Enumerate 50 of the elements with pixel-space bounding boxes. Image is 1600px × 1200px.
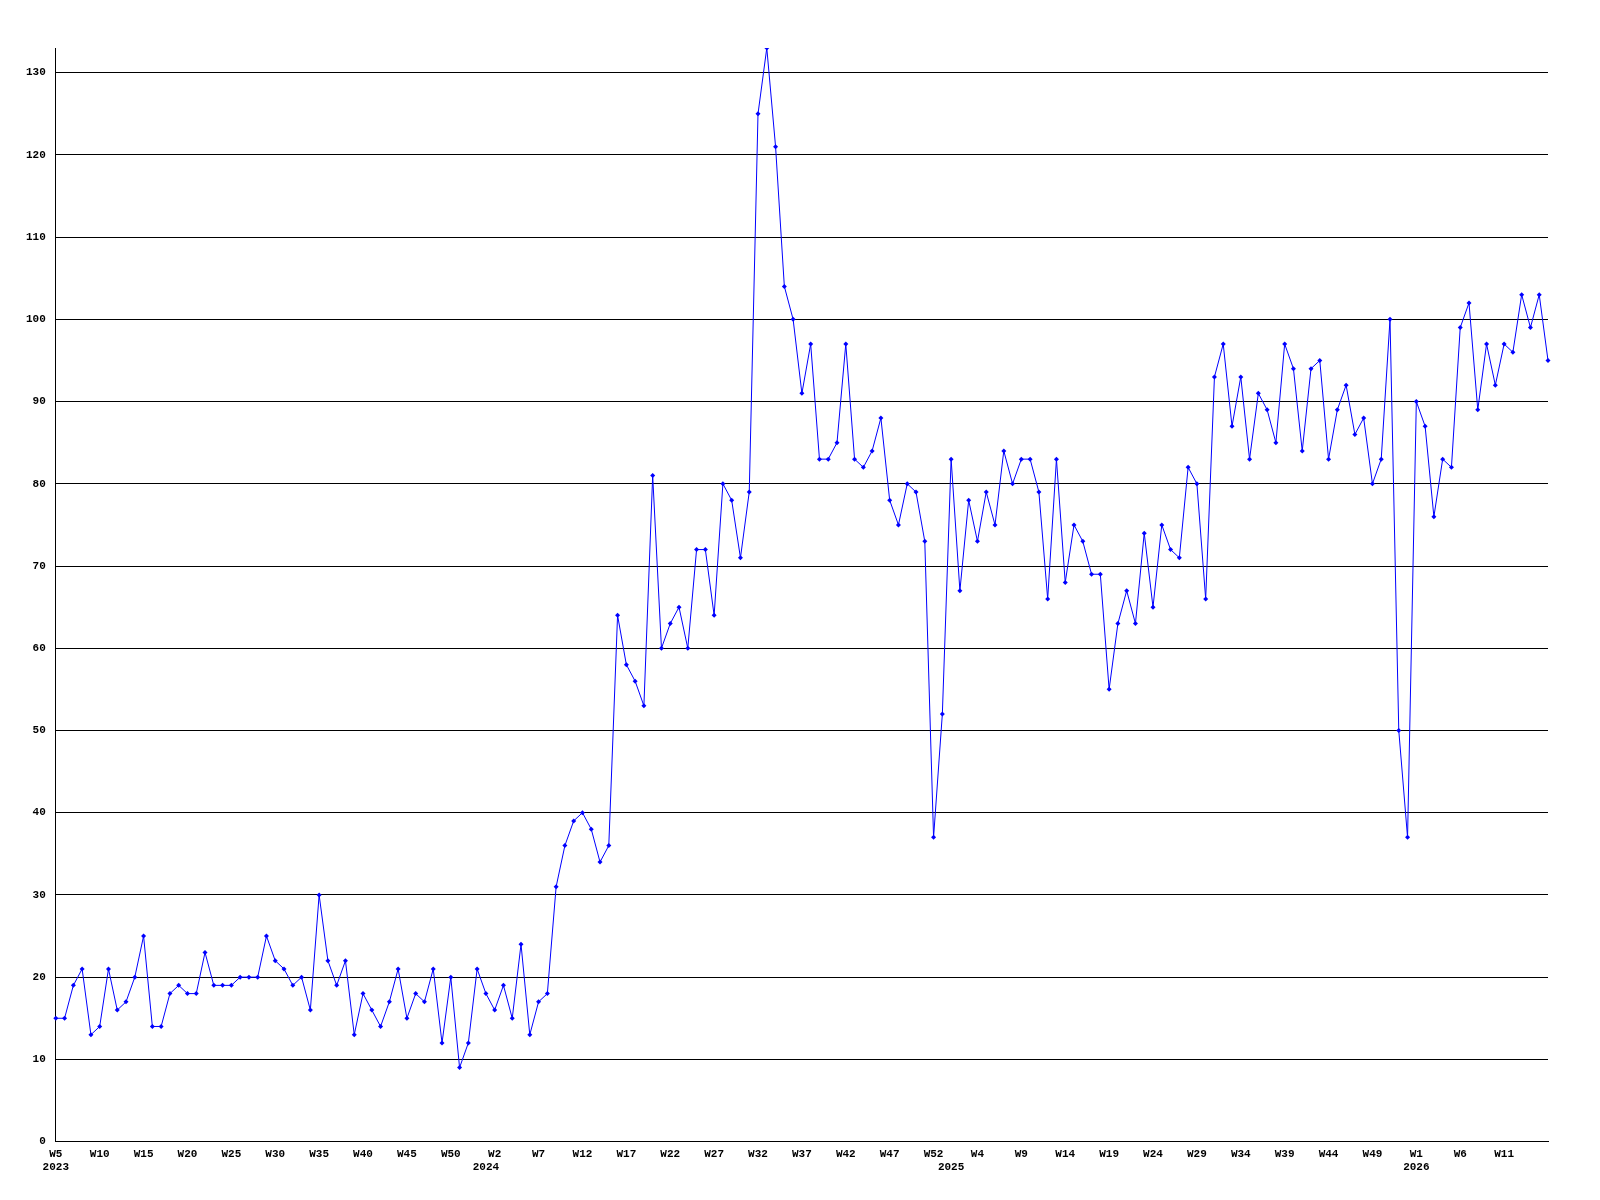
x-tick-label: W9: [1014, 1147, 1028, 1160]
x-tick-label: W17: [616, 1147, 637, 1160]
x-tick-label: W39: [1274, 1147, 1295, 1160]
x-tick-label: W42: [835, 1147, 856, 1160]
x-tick-label: W24: [1143, 1147, 1164, 1160]
x-tick-label: W44: [1318, 1147, 1339, 1160]
x-tick-label: W2: [488, 1147, 502, 1160]
x-tick-label: W47: [879, 1147, 900, 1160]
x-tick-label: W50: [440, 1147, 461, 1160]
x-tick-label: 2025: [937, 1161, 965, 1174]
y-tick-label: 20: [32, 970, 46, 983]
y-tick-label: 110: [25, 230, 46, 243]
x-tick-label: W4: [970, 1147, 985, 1160]
x-tick-label: W20: [177, 1147, 198, 1160]
x-tick-label: W40: [353, 1147, 373, 1160]
x-tick-label: W34: [1230, 1147, 1252, 1160]
y-tick-label: 70: [32, 559, 46, 572]
x-tick-label: W45: [397, 1147, 418, 1160]
x-tick-label: W30: [265, 1147, 286, 1160]
x-tick-label: W22: [660, 1147, 681, 1160]
y-tick-label: 50: [32, 724, 46, 737]
x-tick-label: W27: [704, 1147, 725, 1160]
x-tick-label: W1 2026: [1403, 1147, 1430, 1174]
x-tick-label: W11: [1494, 1147, 1515, 1160]
y-tick-label: 40: [32, 806, 46, 819]
x-tick-label: W10: [89, 1147, 110, 1160]
x-tick-label: W15: [133, 1147, 154, 1160]
x-tick-label: W14: [1055, 1147, 1076, 1160]
x-tick-label: W32: [748, 1147, 768, 1160]
y-tick-label: 130: [25, 66, 46, 79]
y-tick-label: 0: [39, 1135, 46, 1148]
x-tick-label: W49: [1362, 1147, 1383, 1160]
y-tick-label: 90: [32, 395, 46, 408]
x-tick-label: W7: [531, 1147, 546, 1160]
x-tick-label: W12: [572, 1147, 593, 1160]
x-tick-label: W25: [221, 1147, 242, 1160]
x-tick-label: W19: [1099, 1147, 1120, 1160]
y-tick-label: 120: [25, 148, 46, 161]
y-tick-label: 10: [32, 1053, 46, 1066]
y-tick-label: 100: [25, 313, 46, 326]
y-tick-label: 80: [32, 477, 46, 490]
x-tick-label: W52: [923, 1147, 944, 1160]
x-tick-label: W29: [1186, 1147, 1207, 1160]
x-tick-label: W37: [792, 1147, 812, 1160]
x-tick-label: W35: [309, 1147, 330, 1160]
x-tick-label: W5 2023: [42, 1147, 70, 1174]
x-tick-label: W6: [1453, 1147, 1467, 1160]
y-tick-label: 60: [32, 642, 46, 655]
x-tick-label: 2024: [472, 1161, 500, 1174]
y-tick-label: 30: [32, 888, 46, 901]
